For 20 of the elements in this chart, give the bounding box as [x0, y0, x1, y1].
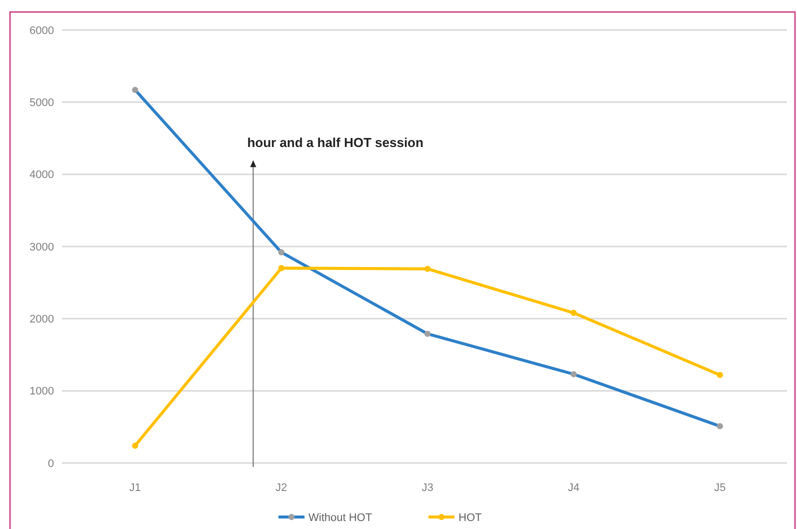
legend-label: Without HOT	[308, 512, 372, 524]
x-tick-label: J5	[714, 482, 726, 494]
y-tick-label: 2000	[30, 314, 54, 326]
point	[570, 310, 577, 316]
y-tick-label: 4000	[30, 169, 54, 182]
x-tick-label: J3	[422, 482, 434, 494]
point	[278, 265, 284, 272]
legend-label: HOT	[458, 512, 482, 524]
x-tick-label: J1	[129, 482, 141, 494]
y-tick-label: 6000	[30, 24, 54, 37]
y-tick-label: 1000	[30, 386, 54, 398]
x-tick-label: J4	[568, 482, 580, 494]
annotation: hour and a half HOT session	[247, 135, 424, 150]
y-tick-label: 5000	[30, 97, 54, 110]
point	[132, 442, 138, 449]
point	[424, 266, 431, 272]
y-tick-label: 0	[48, 458, 54, 470]
point	[716, 372, 723, 378]
y-tick-label: 3000	[30, 241, 54, 254]
x-tick-label: J2	[275, 482, 288, 494]
